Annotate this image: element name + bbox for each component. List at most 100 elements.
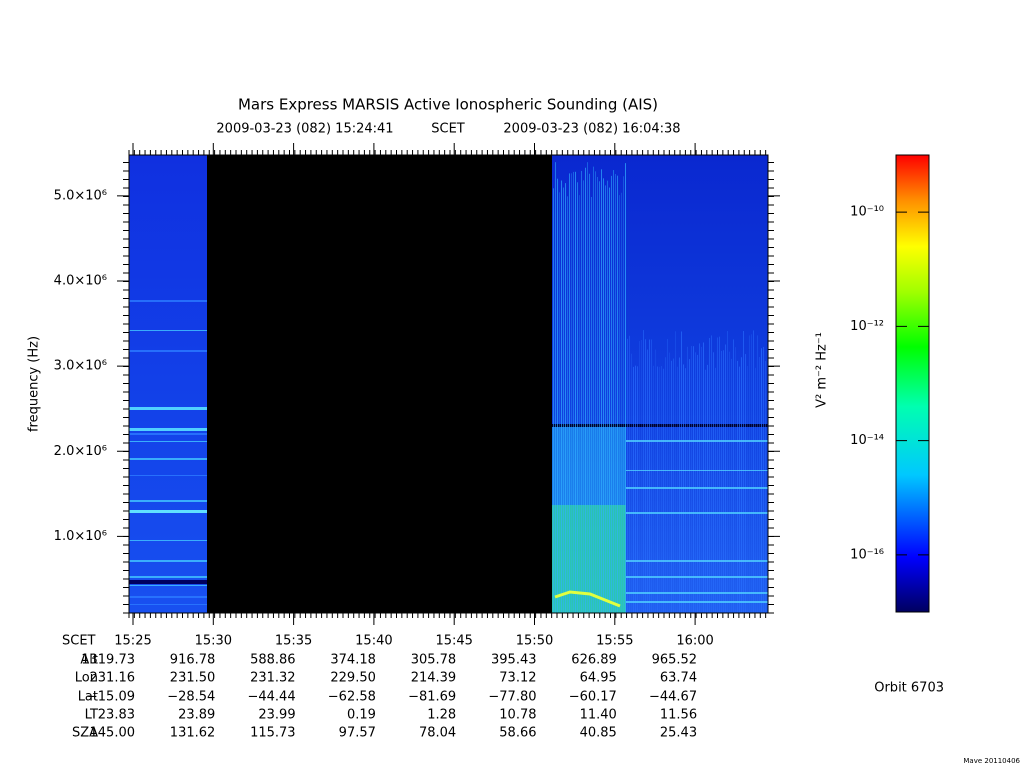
spectrogram-stripe xyxy=(567,196,568,613)
spectrogram-stripe xyxy=(573,171,574,613)
spectrogram-band xyxy=(129,540,207,541)
spectrogram-stripe xyxy=(705,369,706,613)
spectrogram-stripe xyxy=(619,195,620,614)
spectrogram-stripe xyxy=(575,171,576,614)
time-system: SCET xyxy=(431,122,465,137)
spectrogram-stripe xyxy=(625,163,626,613)
spectrogram-stripe xyxy=(569,173,570,613)
spectrogram-stripe xyxy=(629,335,630,613)
spectrogram-stripe xyxy=(561,180,562,613)
ephemeris-row-name: SZA xyxy=(72,726,98,741)
spectrogram-stripe xyxy=(719,336,720,613)
spectrogram-stripe xyxy=(583,180,584,613)
spectrogram-stripe xyxy=(555,162,556,613)
spectrogram-stripe xyxy=(613,170,614,613)
spectrogram-stripe xyxy=(557,178,558,613)
x-tick-label: 16:00 xyxy=(676,634,713,649)
ephemeris-row-name: Alt xyxy=(80,653,98,668)
spectrogram-band xyxy=(626,592,768,594)
colorbar-tick-label: 10⁻¹⁰ xyxy=(850,205,884,220)
ephemeris-row-name: SCET xyxy=(62,634,96,649)
spectrogram-stripe xyxy=(717,337,718,613)
spectrogram-stripe xyxy=(627,338,628,613)
spectrogram-stripe xyxy=(731,358,732,613)
spectrogram-stripe xyxy=(595,171,596,614)
spectrogram-stripe xyxy=(703,342,704,613)
spectrogram-band xyxy=(129,300,207,302)
x-tick-label: 15:55 xyxy=(596,634,633,649)
spectrogram-band xyxy=(129,330,207,331)
end-time: 2009-03-23 (082) 16:04:38 xyxy=(503,122,680,137)
data-gap xyxy=(207,155,552,613)
ephemeris-value: 25.43 xyxy=(660,726,697,741)
ephemeris-value: 40.85 xyxy=(580,726,617,741)
spectrogram-band xyxy=(129,475,207,476)
ephemeris-value: 374.18 xyxy=(330,653,376,668)
spectrogram-stripe xyxy=(737,360,738,613)
spectrogram-stripe xyxy=(633,366,634,613)
spectrogram-stripe xyxy=(585,167,586,613)
spectrogram-stripe xyxy=(659,366,660,613)
ephemeris-value: 626.89 xyxy=(571,653,617,668)
spectrogram-stripe xyxy=(609,187,610,613)
y-axis-label: frequency (Hz) xyxy=(27,336,42,432)
spectrogram-stripe xyxy=(697,354,698,613)
ephemeris-value: −28.54 xyxy=(167,690,215,705)
spectrogram-stripe xyxy=(739,366,740,613)
spectrogram-stripe xyxy=(715,367,716,613)
spectrogram-stripe xyxy=(643,330,644,613)
spectrogram-stripe xyxy=(733,339,734,613)
spectrogram-stripe xyxy=(685,368,686,613)
ephemeris-value: 965.52 xyxy=(652,653,698,668)
ephemeris-value: 231.16 xyxy=(90,671,136,686)
spectrogram-stripe xyxy=(661,366,662,613)
spectrogram-stripe xyxy=(759,356,760,613)
spectrogram-stripe xyxy=(589,173,590,613)
spectrogram-stripe xyxy=(755,367,756,613)
ephemeris-value: −44.44 xyxy=(247,690,295,705)
spectrogram-stripe xyxy=(645,339,646,613)
spectrogram-stripe xyxy=(581,170,582,613)
spectrogram-stripe xyxy=(743,331,744,613)
spectrogram-stripe xyxy=(631,353,632,613)
spectrogram-stripe xyxy=(713,352,714,613)
spectrogram-stripe xyxy=(741,357,742,613)
spectrogram-stripe xyxy=(611,175,612,613)
ephemeris-value: −44.67 xyxy=(649,690,697,705)
spectrogram-stripe xyxy=(699,343,700,613)
ephemeris-value: 305.78 xyxy=(411,653,457,668)
spectrogram-stripe xyxy=(571,173,572,613)
spectrogram-stripe xyxy=(729,351,730,613)
spectrogram-stripe xyxy=(657,366,658,613)
ephemeris-value: 10.78 xyxy=(499,708,536,723)
spectrogram-stripe xyxy=(587,162,588,613)
spectrogram-stripe xyxy=(623,176,624,613)
spectrogram-stripe xyxy=(621,192,622,613)
y-tick-label: 1.0×10⁶ xyxy=(54,529,107,544)
ephemeris-row-name: LT xyxy=(85,708,98,723)
ephemeris-value: 73.12 xyxy=(499,671,536,686)
spectrogram-stripe xyxy=(711,335,712,613)
spectrogram-stripe xyxy=(691,345,692,613)
spectrogram-stripe xyxy=(677,366,678,613)
y-tick-label: 5.0×10⁶ xyxy=(54,188,107,203)
spectrogram-trace xyxy=(554,590,621,608)
spectrogram-stripe xyxy=(655,349,656,613)
ephemeris-value: −81.69 xyxy=(408,690,456,705)
spectrogram-stripe xyxy=(559,192,560,613)
spectrogram-stripe xyxy=(669,352,670,613)
ephemeris-value: 97.57 xyxy=(339,726,376,741)
spectrogram-band xyxy=(626,601,768,603)
ephemeris-value: 231.32 xyxy=(250,671,296,686)
ephemeris-value: 145.00 xyxy=(90,726,136,741)
spectrogram-band xyxy=(626,440,768,442)
y-tick-label: 2.0×10⁶ xyxy=(54,444,107,459)
ephemeris-value: 214.39 xyxy=(411,671,457,686)
ephemeris-value: 395.43 xyxy=(491,653,537,668)
ephemeris-value: 58.66 xyxy=(499,726,536,741)
credit: Mave 20110406 xyxy=(963,757,1020,765)
spectrogram-stripe xyxy=(689,359,690,613)
spectrogram-band xyxy=(129,580,207,584)
